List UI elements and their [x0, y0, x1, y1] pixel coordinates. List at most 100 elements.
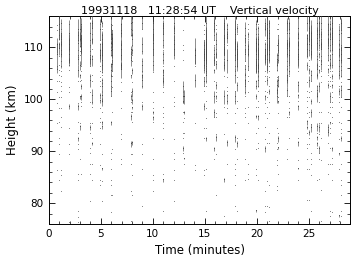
Point	[336, 28, 342, 32]
Point	[108, 73, 114, 78]
Point	[150, 59, 156, 63]
Point	[211, 38, 217, 42]
Point	[57, 95, 62, 99]
Point	[306, 95, 312, 99]
Point	[232, 89, 237, 93]
Point	[319, 69, 324, 73]
Point	[336, 42, 342, 47]
Point	[264, 105, 270, 109]
Point	[245, 162, 251, 166]
Point	[234, 105, 240, 110]
Point	[316, 157, 322, 161]
Point	[266, 131, 272, 135]
Point	[75, 142, 80, 146]
Point	[306, 167, 312, 171]
Point	[255, 84, 261, 89]
Point	[150, 178, 156, 182]
Point	[192, 168, 198, 172]
Point	[314, 178, 320, 182]
Point	[308, 157, 314, 161]
Point	[319, 27, 324, 31]
Point	[58, 80, 64, 84]
Point	[329, 121, 334, 125]
Point	[327, 126, 333, 130]
Point	[224, 43, 230, 47]
Point	[338, 64, 344, 68]
Point	[89, 162, 95, 166]
Point	[224, 111, 230, 115]
Point	[192, 64, 198, 68]
Point	[66, 126, 72, 130]
Point	[77, 53, 82, 58]
Point	[87, 131, 93, 135]
Point	[75, 146, 80, 151]
Point	[150, 173, 156, 177]
Point	[87, 90, 93, 94]
Point	[109, 28, 115, 32]
Point	[338, 43, 344, 47]
Point	[329, 95, 334, 99]
Point	[109, 69, 115, 73]
Point	[57, 142, 62, 146]
Point	[325, 53, 330, 57]
Point	[58, 95, 64, 99]
Point	[242, 47, 248, 52]
Point	[203, 115, 209, 120]
Point	[98, 22, 103, 26]
Point	[304, 131, 309, 135]
Point	[275, 27, 281, 31]
Point	[203, 105, 209, 110]
Point	[262, 137, 268, 141]
Point	[180, 131, 186, 135]
Point	[327, 162, 333, 166]
Point	[245, 177, 251, 181]
Point	[128, 189, 134, 193]
Point	[253, 27, 258, 31]
Point	[266, 75, 272, 79]
Point	[89, 120, 95, 125]
Point	[108, 183, 114, 187]
Point	[78, 100, 84, 104]
Point	[242, 157, 248, 161]
Point	[338, 80, 344, 84]
Point	[255, 126, 261, 130]
Point	[160, 126, 166, 130]
Point	[275, 53, 281, 57]
Point	[338, 94, 344, 99]
Point	[119, 43, 124, 47]
Point	[75, 215, 80, 219]
Point	[327, 214, 333, 218]
Point	[255, 99, 261, 104]
Point	[284, 64, 290, 68]
Point	[338, 68, 344, 72]
Point	[253, 167, 258, 171]
Point	[274, 126, 280, 130]
Point	[78, 33, 84, 37]
Point	[338, 183, 344, 187]
Point	[329, 48, 334, 52]
Point	[242, 33, 248, 37]
Point	[201, 63, 206, 67]
Point	[232, 121, 237, 125]
Point	[327, 84, 333, 88]
Point	[213, 115, 219, 119]
Point	[150, 69, 156, 74]
Point	[171, 137, 177, 141]
Point	[338, 209, 344, 213]
Point	[316, 28, 322, 32]
Point	[286, 94, 292, 99]
Point	[242, 63, 248, 68]
Point	[262, 74, 268, 79]
Point	[119, 89, 124, 93]
Point	[128, 162, 134, 166]
Point	[87, 21, 93, 26]
Point	[304, 95, 309, 99]
Point	[171, 100, 177, 104]
Point	[171, 94, 177, 99]
Point	[78, 172, 84, 176]
Point	[284, 38, 290, 42]
Point	[171, 168, 177, 172]
Point	[327, 52, 333, 57]
Point	[130, 53, 135, 57]
Point	[160, 172, 166, 176]
